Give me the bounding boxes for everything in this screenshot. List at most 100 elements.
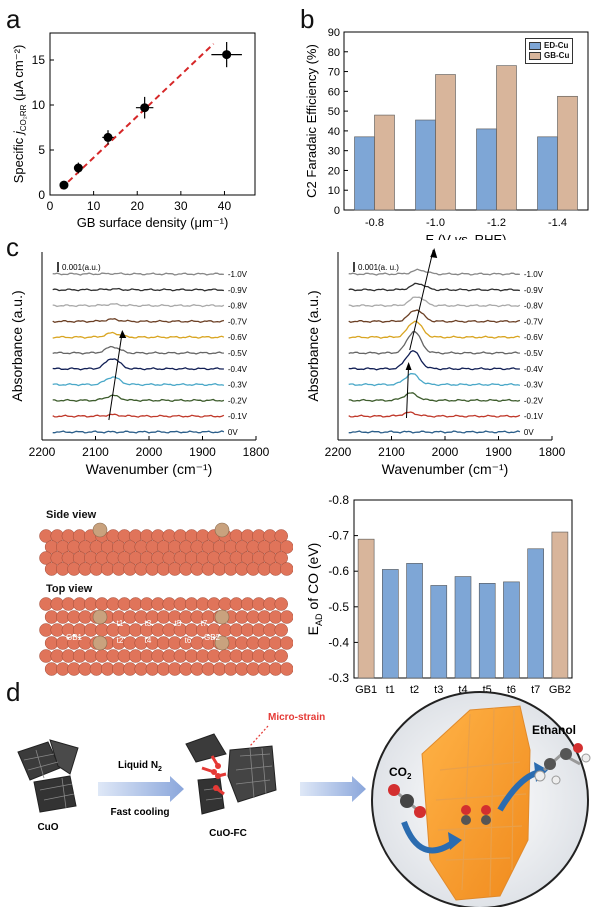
x-axis-label-c2: Wavenumber (cm⁻¹) xyxy=(382,461,509,477)
spectrum-c2 xyxy=(348,268,520,276)
x-tick-label-c3: t3 xyxy=(434,684,443,696)
x-tick-label-c3: t1 xyxy=(386,684,395,696)
spectrum-c1 xyxy=(52,376,225,387)
y-axis-label-a: Specific jCO₂RR (μA cm⁻²) xyxy=(11,45,28,184)
potential-label-c2: -0.6V xyxy=(524,333,544,342)
gb-atom-top xyxy=(92,609,108,625)
cu-atom-top xyxy=(280,662,293,676)
spectrum-c2 xyxy=(348,320,521,339)
data-point-a xyxy=(140,103,150,113)
y-tick-label-b: 60 xyxy=(328,86,340,98)
cu-atom-top xyxy=(274,597,288,611)
spectrum-c1 xyxy=(52,272,224,276)
potential-label-c1: -0.5V xyxy=(228,349,248,358)
x-tick-label-c1: 2200 xyxy=(29,445,56,459)
legend-b: ED-Cu GB-Cu xyxy=(525,38,574,64)
y-axis-label-c3: EAD of CO (eV) xyxy=(305,543,324,636)
chart-b: 0 10 20 30 40 50 60 70 80 90 -0.8 -1.0 -1.2 -1.4 E (V … xyxy=(304,27,589,240)
x-tick-label-c1: 1900 xyxy=(189,445,216,459)
legend-label-gb-cu: GB-Cu xyxy=(544,51,570,60)
data-point-a xyxy=(59,180,69,190)
scheme-d: CuO Liquid N2 Fast cooling Micro-strain … xyxy=(17,691,591,907)
potential-label-c1: -0.4V xyxy=(228,365,248,374)
bar-ed-cu xyxy=(354,136,375,211)
y-tick-label-b: 80 xyxy=(328,47,340,59)
process-arrow-icon xyxy=(98,776,184,802)
cu-atom-top xyxy=(274,649,288,663)
potential-label-c2: 0V xyxy=(524,428,534,437)
y-tick-label-b: 70 xyxy=(328,67,340,79)
potential-label-c1: -0.7V xyxy=(228,317,248,326)
fast-cooling-label: Fast cooling xyxy=(111,807,170,818)
site-label-top: t5 xyxy=(175,619,182,628)
spectrum-c2 xyxy=(348,331,520,355)
potential-label-c2: -0.1V xyxy=(524,412,544,421)
x-tick-label-c3: t5 xyxy=(483,684,492,696)
ethanol-molecule-icon xyxy=(534,743,591,785)
x-tick-label-c3: t6 xyxy=(507,684,516,696)
potential-label-c2: -0.4V xyxy=(524,365,544,374)
cu-atom-side xyxy=(274,529,288,543)
liquid-n2-label: Liquid N2 xyxy=(118,760,162,773)
bar-c3 xyxy=(527,548,544,679)
y-tick-label-a: 5 xyxy=(38,143,45,157)
spectrum-c2 xyxy=(348,282,520,292)
co2-label: CO2 xyxy=(389,765,412,781)
plot-frame-b xyxy=(343,31,589,211)
y-tick-label-b: 50 xyxy=(328,106,340,118)
trend-arrow2-c2 xyxy=(409,249,434,351)
potential-label-c1: -0.2V xyxy=(228,396,248,405)
spectrum-c2 xyxy=(348,349,520,371)
x-tick-label-b: -1.0 xyxy=(426,217,445,229)
x-tick-label-a: 10 xyxy=(87,199,101,213)
trend-arrow-c1 xyxy=(108,331,123,421)
y-tick-label-c3: -0.7 xyxy=(328,529,349,543)
gb-atom-side xyxy=(214,522,230,538)
site-label-top: t7 xyxy=(201,619,208,628)
gb-atom-top xyxy=(92,635,108,651)
cu-atom-side xyxy=(274,551,288,565)
gb-atom-side xyxy=(92,522,108,538)
y-tick-label-c3: -0.5 xyxy=(328,600,349,614)
bar-c3 xyxy=(503,581,520,679)
site-label-top: t3 xyxy=(145,619,152,628)
cuo-fc-label: CuO-FC xyxy=(209,828,247,839)
y-tick-label-b: 90 xyxy=(328,27,340,39)
top-view-label: Top view xyxy=(46,583,93,595)
adsorbed-co-icon xyxy=(461,805,491,825)
bar-c3 xyxy=(478,583,496,679)
y-tick-label-c3: -0.4 xyxy=(328,635,349,649)
co2-molecule-icon xyxy=(388,784,426,818)
chart-a: 0 10 20 30 40 0 5 10 15 GB surface density (μm⁻¹)… xyxy=(11,32,256,230)
spectrum-c1 xyxy=(52,303,225,308)
site-label-top: t1 xyxy=(117,619,124,628)
bar-c3 xyxy=(406,563,423,679)
spectrum-c1 xyxy=(52,287,224,292)
panel-label-a: a xyxy=(6,4,21,34)
copper-grain-icon xyxy=(421,705,531,901)
potential-label-c1: -0.8V xyxy=(228,302,248,311)
spectrum-c2 xyxy=(348,392,521,402)
y-tick-label-a: 10 xyxy=(32,98,46,112)
y-axis-label-c2: Absorbance (a.u.) xyxy=(305,290,321,401)
x-axis-label-c1: Wavenumber (cm⁻¹) xyxy=(86,461,213,477)
cu-atom-side xyxy=(280,562,293,576)
potential-label-c1: -0.9V xyxy=(228,286,248,295)
x-tick-label-c1: 2100 xyxy=(82,445,109,459)
trend-arrow-c2 xyxy=(405,363,410,419)
bar-gb-cu xyxy=(496,65,517,211)
potential-label-c2: -0.9V xyxy=(524,286,544,295)
side-view-model xyxy=(39,522,293,576)
x-tick-label-a: 40 xyxy=(218,199,232,213)
trend-arrowhead-c1 xyxy=(119,330,127,338)
x-tick-label-c2: 2200 xyxy=(325,445,352,459)
ethanol-label: Ethanol xyxy=(532,723,576,737)
spectrum-c2 xyxy=(348,309,521,323)
chart-c-adsorption-energy: -0.3 -0.4 -0.5 -0.6 -0.7 -0.8 GB1 t1 t2 t3 t4 t5 t6 t… xyxy=(305,493,573,696)
bar-ed-cu xyxy=(537,136,558,211)
bar-gb-cu xyxy=(435,74,456,211)
y-tick-label-c3: -0.8 xyxy=(328,493,349,507)
x-tick-label-a: 0 xyxy=(47,199,54,213)
x-tick-label-c1: 1800 xyxy=(243,445,270,459)
